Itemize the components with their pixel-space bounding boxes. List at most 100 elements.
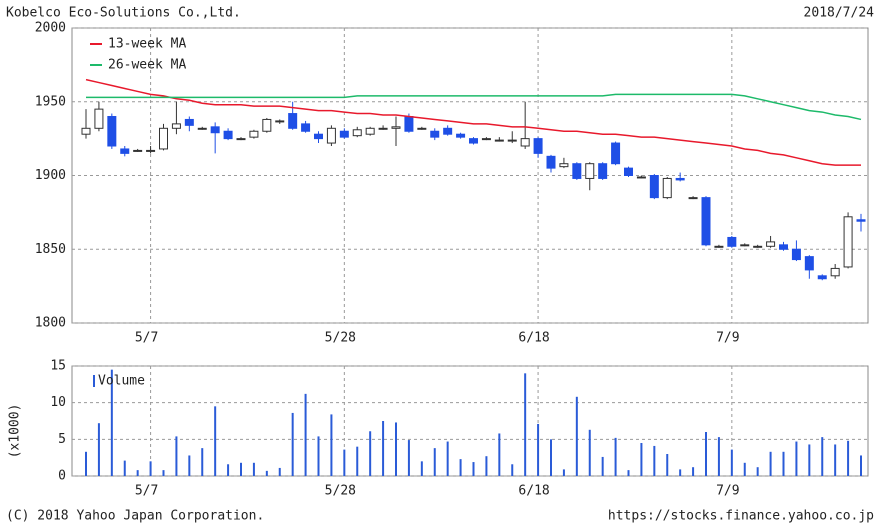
candle-body	[391, 126, 401, 129]
volume-bar	[188, 455, 191, 476]
volume-bar	[330, 414, 333, 476]
volume-bar	[446, 441, 449, 476]
volume-bar	[769, 451, 772, 476]
candle-body	[507, 139, 517, 142]
volume-bar	[214, 406, 217, 476]
candle-body	[301, 123, 311, 132]
candle-body	[611, 142, 621, 165]
volume-bar	[136, 470, 139, 476]
candle-body	[830, 267, 840, 277]
candle-body	[456, 133, 466, 138]
candle-body	[598, 163, 608, 179]
volume-bar	[407, 440, 410, 476]
plot-area	[71, 365, 869, 477]
candle-body	[843, 216, 853, 268]
copyright: (C) 2018 Yahoo Japan Corporation.	[6, 509, 264, 524]
candle-body	[107, 116, 117, 147]
candle-body	[171, 123, 181, 129]
y-tick-label: 0	[58, 469, 66, 484]
candle-body	[675, 177, 685, 181]
candle-body	[133, 149, 143, 152]
legend-label: 26-week MA	[108, 58, 186, 73]
volume-bar	[627, 470, 630, 476]
volume-bar	[550, 439, 552, 476]
volume-bar	[537, 423, 540, 476]
volume-bar	[808, 444, 811, 476]
candle-body	[585, 163, 595, 179]
candle-body	[636, 176, 646, 179]
volume-bar	[433, 448, 436, 476]
x-tick-label: 6/18	[518, 484, 549, 499]
volume-bar	[782, 451, 785, 476]
candle-body	[120, 148, 130, 154]
volume-bar	[97, 423, 100, 476]
y-tick-label: 1950	[35, 94, 66, 109]
moving-average-line	[86, 93, 862, 121]
volume-bar	[472, 462, 475, 476]
volume-bar	[162, 470, 165, 476]
candle-body	[701, 197, 711, 246]
volume-bar	[588, 429, 591, 476]
candle-body	[417, 127, 427, 130]
volume-bar	[821, 437, 824, 476]
volume-bar	[730, 449, 733, 476]
candle-body	[520, 138, 530, 147]
volume-bar	[304, 393, 307, 476]
volume-bar	[149, 461, 152, 476]
volume-bar	[717, 437, 720, 476]
x-tick-label: 5/28	[325, 484, 356, 499]
volume-bar	[498, 433, 501, 476]
x-tick-label: 7/9	[716, 484, 739, 499]
volume-bar	[240, 462, 242, 476]
x-tick-label: 5/28	[325, 331, 356, 346]
candle-body	[533, 138, 543, 154]
candle-body	[314, 133, 323, 140]
candle-body	[275, 120, 285, 123]
volume-bar	[459, 459, 462, 476]
candle-body	[210, 126, 220, 134]
candle-body	[288, 113, 298, 129]
volume-bar	[395, 422, 397, 476]
legend-label: Volume	[98, 374, 145, 389]
volume-bar	[653, 445, 656, 476]
candle-body	[740, 244, 750, 247]
volume-bar	[227, 464, 230, 476]
candle-body	[197, 127, 207, 130]
candle-body	[791, 248, 801, 261]
candle-body	[624, 167, 633, 176]
volume-bar	[575, 396, 578, 476]
candle-body	[727, 236, 737, 247]
y-tick-label: 5	[58, 432, 66, 447]
candle-body	[404, 116, 414, 132]
candle-body	[494, 139, 504, 142]
candle-body	[365, 127, 375, 135]
candle-body	[856, 219, 866, 222]
y-tick-label: 10	[50, 395, 66, 410]
volume-bar	[291, 412, 294, 476]
volume-bar	[601, 456, 604, 476]
volume-bar	[201, 448, 204, 476]
candle-body	[443, 127, 453, 135]
candle-body	[262, 118, 272, 132]
candle-body	[352, 129, 362, 137]
y-tick-label: 1850	[35, 242, 66, 257]
volume-bar	[795, 441, 798, 476]
volume-bar	[679, 469, 682, 476]
chart-date: 2018/7/24	[804, 6, 875, 21]
candle-body	[326, 127, 336, 144]
candle-body	[766, 241, 776, 247]
volume-bar	[356, 446, 359, 476]
candle-body	[184, 118, 194, 126]
volume-bar	[485, 456, 488, 476]
volume-bar	[511, 464, 514, 476]
volume-bar	[562, 469, 565, 476]
candle-body	[94, 108, 104, 129]
volume-bar	[614, 437, 617, 476]
candle-body	[236, 138, 246, 141]
volume-bar	[847, 440, 850, 476]
volume-bar	[382, 421, 385, 476]
legend-label: 13-week MA	[108, 37, 186, 52]
volume-bar	[692, 467, 695, 476]
candle-body	[559, 163, 569, 168]
volume-bar	[278, 467, 281, 476]
